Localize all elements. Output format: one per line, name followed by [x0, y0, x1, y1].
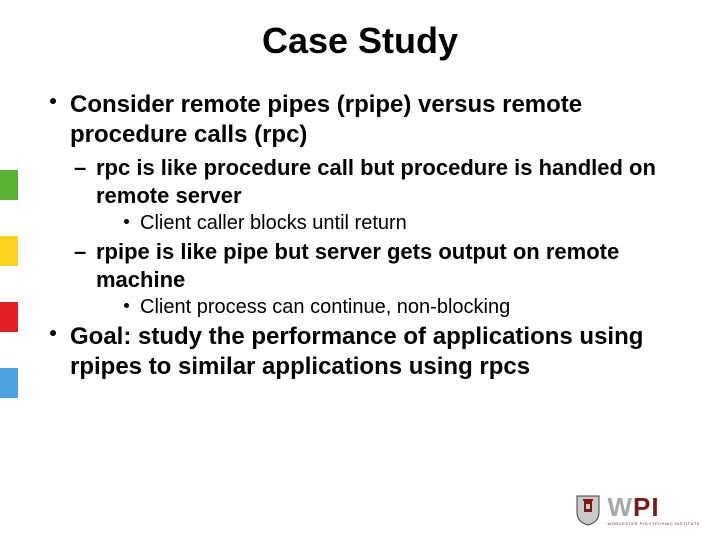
logo-subtext: WORCESTER POLYTECHNIC INSTITUTE	[607, 521, 700, 526]
wpi-logo: WPI WORCESTER POLYTECHNIC INSTITUTE	[575, 494, 700, 526]
slide-title: Case Study	[0, 20, 720, 62]
bullet-l2: – rpipe is like pipe but server gets out…	[96, 238, 670, 293]
bullet-dot-icon	[124, 303, 129, 308]
bullet-dot-icon	[124, 219, 129, 224]
slide-body: Consider remote pipes (rpipe) versus rem…	[70, 90, 670, 386]
bullet-dot-icon	[50, 330, 56, 336]
logo-text: WPI	[607, 494, 700, 520]
bullet-l2: – rpc is like procedure call but procedu…	[96, 154, 670, 209]
logo-letter-i: I	[651, 492, 659, 522]
dash-icon: –	[74, 238, 86, 266]
bullet-l3: Client process can continue, non-blockin…	[140, 295, 670, 320]
crest-icon	[575, 494, 601, 526]
bullet-text: rpc is like procedure call but procedure…	[96, 155, 656, 208]
accent-bar-green	[0, 170, 18, 200]
accent-bar-yellow	[0, 236, 18, 266]
accent-bar-blue	[0, 368, 18, 398]
bullet-text: rpipe is like pipe but server gets outpu…	[96, 239, 619, 292]
logo-letter-w: W	[607, 492, 633, 522]
dash-icon: –	[74, 154, 86, 182]
logo-text-wrap: WPI WORCESTER POLYTECHNIC INSTITUTE	[607, 494, 700, 526]
bullet-l1: Consider remote pipes (rpipe) versus rem…	[70, 90, 670, 150]
slide: Case Study Consider remote pipes (rpipe)…	[0, 0, 720, 540]
bullet-text: Client process can continue, non-blockin…	[140, 296, 510, 318]
bullet-l1: Goal: study the performance of applicati…	[70, 322, 670, 382]
logo-letter-p: P	[633, 492, 651, 522]
bullet-text: Client caller blocks until return	[140, 212, 407, 234]
bullet-text: Goal: study the performance of applicati…	[70, 323, 643, 380]
accent-bar-red	[0, 302, 18, 332]
bullet-dot-icon	[50, 98, 56, 104]
bullet-l3: Client caller blocks until return	[140, 211, 670, 236]
bullet-text: Consider remote pipes (rpipe) versus rem…	[70, 91, 582, 148]
